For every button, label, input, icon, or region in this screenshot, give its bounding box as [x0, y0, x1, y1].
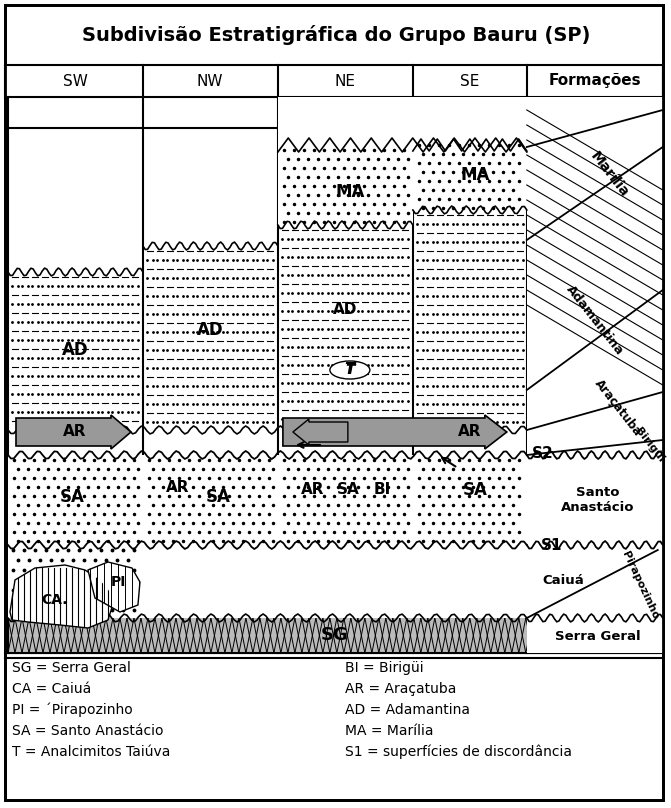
- Bar: [5, 65, 663, 98]
- Polygon shape: [88, 562, 140, 612]
- Text: MA = Marília: MA = Marília: [345, 724, 433, 738]
- FancyArrow shape: [293, 419, 348, 445]
- Text: PI: PI: [110, 575, 125, 589]
- Text: SA: SA: [60, 488, 85, 506]
- Bar: [413, 545, 527, 618]
- Text: S1 = superfícies de discordância: S1 = superfícies de discordância: [345, 745, 572, 760]
- Text: Santo
Anastácio: Santo Anastácio: [561, 486, 635, 514]
- Text: AR: AR: [166, 479, 190, 494]
- FancyArrow shape: [283, 415, 507, 449]
- Text: SA: SA: [336, 482, 359, 498]
- Text: AR: AR: [301, 482, 325, 498]
- Ellipse shape: [330, 361, 370, 379]
- Text: Araçatuba: Araçatuba: [592, 377, 644, 439]
- FancyArrow shape: [16, 415, 131, 449]
- Text: SA: SA: [205, 488, 230, 506]
- Text: MA: MA: [336, 183, 364, 201]
- Text: Subdivisão Estratigráfica do Grupo Bauru (SP): Subdivisão Estratigráfica do Grupo Bauru…: [82, 25, 590, 45]
- Text: BI: BI: [373, 482, 391, 498]
- Text: Marília: Marília: [588, 149, 632, 200]
- Text: CA.: CA.: [42, 593, 68, 607]
- Text: SA: SA: [462, 481, 487, 499]
- Text: AD: AD: [333, 302, 357, 318]
- Text: PI = ´Pirapozinho: PI = ´Pirapozinho: [12, 703, 133, 718]
- Text: MA: MA: [460, 166, 490, 184]
- Bar: [8, 545, 143, 618]
- Bar: [413, 97, 527, 210]
- Text: T: T: [345, 363, 354, 377]
- Text: S2: S2: [532, 447, 554, 461]
- Text: SE: SE: [460, 74, 480, 89]
- Bar: [8, 97, 663, 653]
- Text: Formações: Formações: [548, 74, 641, 89]
- Text: AR: AR: [458, 424, 482, 440]
- Text: Serra Geral: Serra Geral: [555, 629, 641, 642]
- Text: Caiuá: Caiuá: [542, 574, 584, 587]
- Bar: [413, 455, 527, 545]
- Text: AR = Araçatuba: AR = Araçatuba: [345, 682, 456, 696]
- Text: Pirapozinho: Pirapozinho: [619, 549, 660, 621]
- Bar: [278, 455, 413, 545]
- Text: SG = Serra Geral: SG = Serra Geral: [12, 661, 131, 675]
- Bar: [5, 5, 663, 65]
- Text: S1: S1: [541, 538, 562, 553]
- Text: SG: SG: [321, 626, 349, 644]
- Bar: [527, 97, 663, 653]
- Text: CA = Caiuá: CA = Caiuá: [12, 682, 91, 696]
- Text: T: T: [345, 363, 355, 377]
- Bar: [278, 97, 413, 225]
- Text: SA = Santo Anastácio: SA = Santo Anastácio: [12, 724, 164, 738]
- Bar: [8, 455, 143, 545]
- Text: AD: AD: [62, 341, 89, 359]
- Text: Birigüi: Birigüi: [633, 426, 666, 464]
- Text: NW: NW: [197, 74, 223, 89]
- Text: AD: AD: [197, 321, 223, 339]
- Text: AR: AR: [63, 424, 87, 440]
- Text: AD = Adamantina: AD = Adamantina: [345, 703, 470, 717]
- Text: BI = Birigüi: BI = Birigüi: [345, 661, 423, 675]
- Bar: [278, 545, 413, 618]
- Polygon shape: [10, 565, 115, 628]
- Bar: [8, 618, 527, 653]
- Text: NE: NE: [334, 74, 356, 89]
- Bar: [143, 455, 278, 545]
- Bar: [143, 545, 278, 618]
- Text: Adamantina: Adamantina: [564, 283, 626, 357]
- Text: T = Analcimitos Taiúva: T = Analcimitos Taiúva: [12, 745, 170, 759]
- Text: SW: SW: [62, 74, 87, 89]
